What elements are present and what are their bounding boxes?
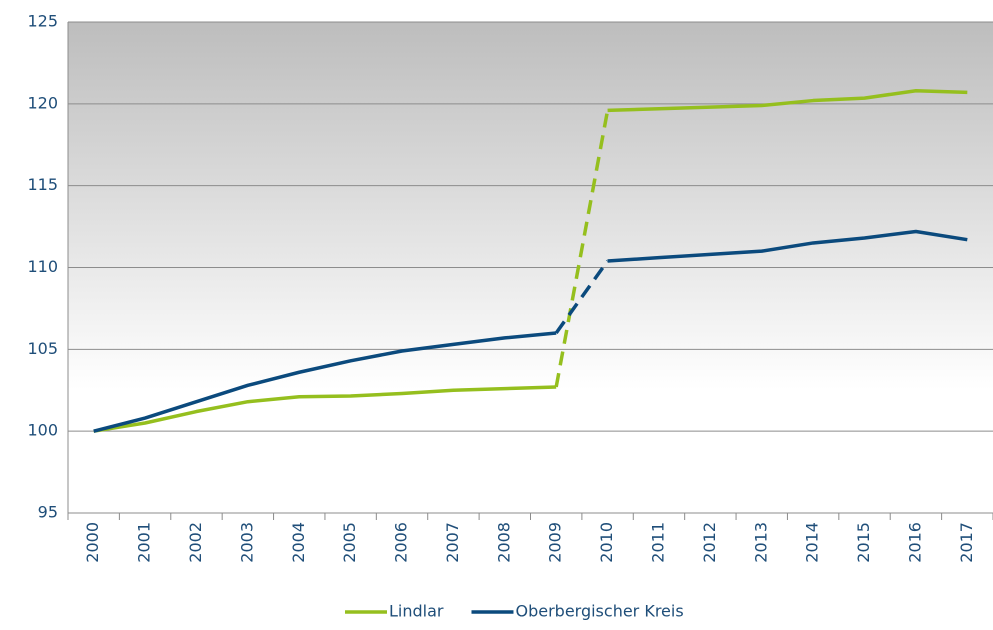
x-tick-label: 2010: [597, 522, 616, 563]
legend-label: Oberbergischer Kreis: [515, 602, 683, 621]
x-tick-label: 2016: [905, 522, 924, 563]
y-tick-label: 115: [27, 175, 58, 194]
x-tick-label: 2007: [443, 522, 462, 563]
x-tick-label: 2008: [494, 522, 513, 563]
y-tick-label: 110: [27, 257, 58, 276]
x-tick-label: 2017: [957, 522, 976, 563]
x-tick-label: 2004: [289, 522, 308, 563]
x-tick-label: 2000: [83, 522, 102, 563]
x-tick-label: 2003: [237, 522, 256, 563]
x-tick-label: 2014: [803, 522, 822, 563]
x-tick-label: 2006: [392, 522, 411, 563]
y-tick-label: 120: [27, 93, 58, 112]
series-line: [607, 229, 968, 263]
x-tick-label: 2011: [648, 522, 667, 563]
legend-label: Lindlar: [389, 602, 444, 621]
x-tick-label: 2009: [546, 522, 565, 563]
y-tick-label: 100: [27, 421, 58, 440]
series-line: [93, 331, 557, 433]
series-line-dashed: [554, 259, 610, 334]
x-tick-label: 2012: [700, 522, 719, 563]
x-tick-label: 2002: [186, 522, 205, 563]
series-line: [607, 88, 968, 113]
x-tick-label: 2013: [751, 522, 770, 563]
y-tick-label: 95: [38, 503, 58, 522]
x-tick-label: 2005: [340, 522, 359, 563]
x-tick-label: 2001: [135, 522, 154, 563]
x-tick-label: 2015: [854, 522, 873, 563]
series-line-dashed: [554, 110, 610, 388]
series-line: [93, 385, 557, 433]
y-tick-label: 125: [27, 12, 58, 31]
y-tick-label: 105: [27, 339, 58, 358]
